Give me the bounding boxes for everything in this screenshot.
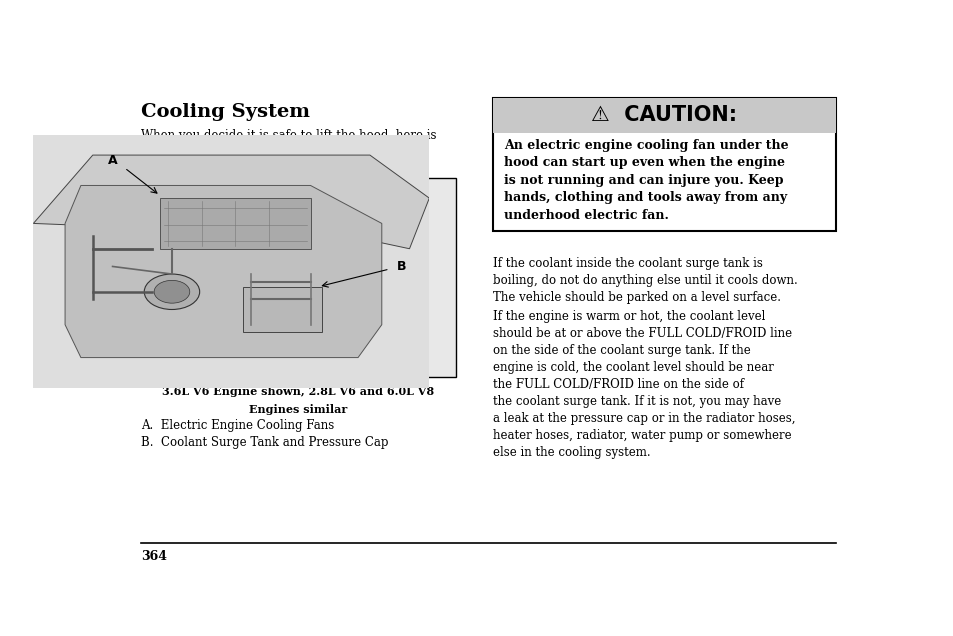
Text: 3.6L V6 Engine shown, 2.8L V6 and 6.0L V8: 3.6L V6 Engine shown, 2.8L V6 and 6.0L V…	[162, 386, 435, 398]
Text: If the coolant inside the coolant surge tank is
boiling, do not do anything else: If the coolant inside the coolant surge …	[492, 256, 797, 303]
Text: ⚠  CAUTION:: ⚠ CAUTION:	[591, 106, 737, 125]
Text: 364: 364	[141, 550, 168, 563]
Circle shape	[144, 274, 199, 310]
Bar	[243, 287, 322, 332]
Polygon shape	[33, 135, 429, 388]
Bar	[492, 99, 836, 231]
Text: Engines similar: Engines similar	[249, 404, 347, 415]
Text: B: B	[396, 260, 406, 273]
Text: A.  Electric Engine Cooling Fans: A. Electric Engine Cooling Fans	[141, 419, 335, 432]
Text: A: A	[108, 154, 117, 167]
Text: An electric engine cooling fan under the
hood can start up even when the engine
: An electric engine cooling fan under the…	[503, 139, 787, 221]
Text: When you decide it is safe to lift the hood, here is
what you will see:: When you decide it is safe to lift the h…	[141, 128, 436, 159]
Bar	[492, 99, 836, 133]
Polygon shape	[33, 155, 429, 249]
Bar	[141, 177, 456, 378]
Circle shape	[154, 280, 190, 303]
Text: Cooling System: Cooling System	[141, 103, 310, 121]
Bar	[160, 198, 310, 249]
Text: If the engine is warm or hot, the coolant level
should be at or above the FULL C: If the engine is warm or hot, the coolan…	[492, 310, 794, 459]
Polygon shape	[65, 186, 381, 357]
Text: B.  Coolant Surge Tank and Pressure Cap: B. Coolant Surge Tank and Pressure Cap	[141, 436, 389, 449]
